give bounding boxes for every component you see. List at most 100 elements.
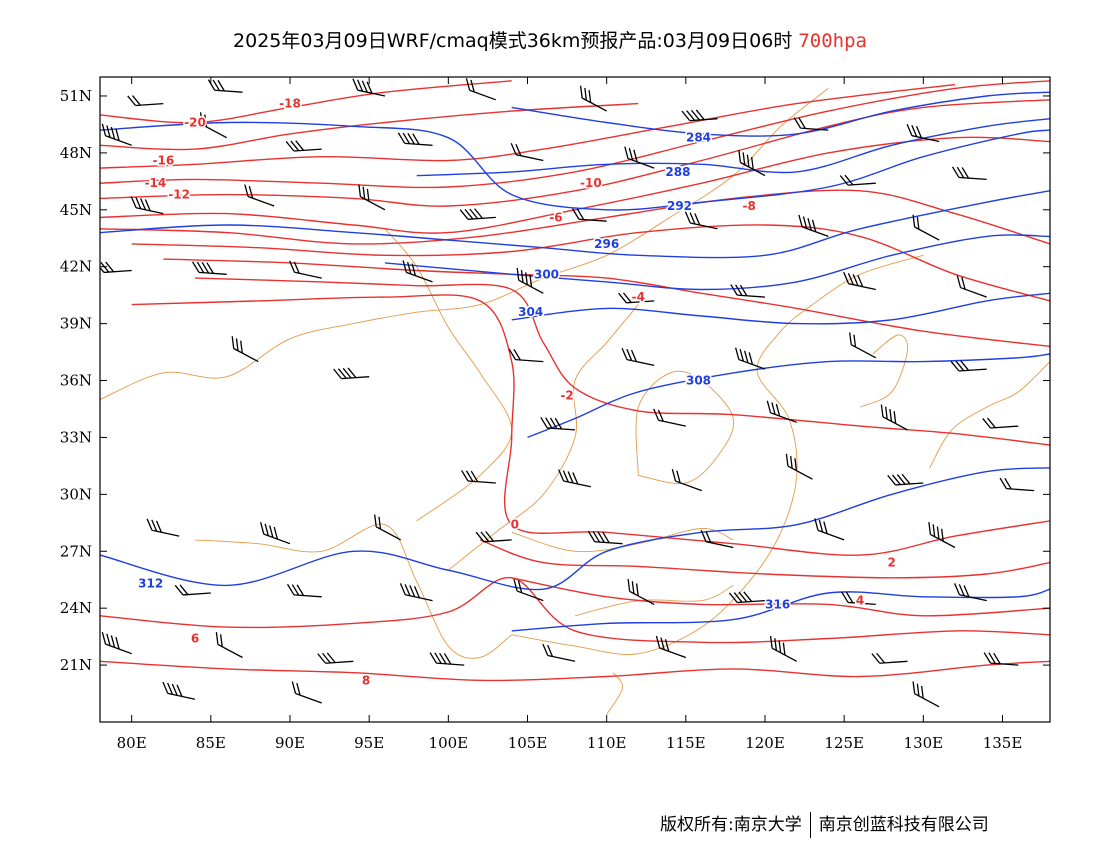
wind-barb: [671, 468, 702, 492]
geopotential-contour: [511, 292, 1050, 325]
temperature-contour-label: -18: [279, 97, 301, 111]
geopotential-contour-label: 296: [594, 237, 619, 251]
chart-title: 2025年03月09日WRF/cmaq模式36km预报产品:03月09日06时 7…: [0, 26, 1100, 53]
wind-barb: [207, 79, 243, 93]
wind-barb: [681, 109, 718, 122]
wind-barb: [459, 208, 496, 220]
border-line: [384, 228, 513, 522]
wind-barb: [738, 150, 766, 177]
geopotential-contour: [511, 588, 1050, 632]
lon-tick-label: 80E: [117, 734, 147, 752]
geopotential-contour: [100, 190, 1050, 259]
border-line: [194, 523, 512, 659]
lat-tick-label: 45N: [60, 201, 92, 219]
wind-barb: [954, 583, 987, 602]
wind-barb: [285, 140, 322, 152]
geopotential-contour-label: 292: [667, 199, 692, 213]
footer-divider: [809, 812, 811, 838]
wind-barb: [841, 591, 876, 606]
wind-barb: [618, 292, 655, 304]
temperature-contour: [100, 577, 1050, 644]
wind-barb: [843, 272, 876, 291]
lon-tick-label: 105E: [508, 734, 548, 752]
temperature-contour-label: -2: [560, 389, 573, 403]
geopotential-contour: [527, 353, 1050, 439]
temperature-contour: [100, 80, 1050, 189]
wind-barb: [798, 214, 829, 238]
geopotential-contour: [416, 118, 1050, 177]
wind-barb: [289, 260, 322, 279]
lon-tick-label: 130E: [904, 734, 944, 752]
wind-barb: [999, 477, 1035, 492]
lat-tick-label: 42N: [60, 258, 92, 276]
wind-barb: [849, 332, 877, 359]
geopotential-contour-labels: 284 288 292 296 300 304 308 312 316: [137, 129, 792, 613]
temperature-contour-label: 0: [511, 518, 519, 532]
wind-barb: [101, 632, 132, 655]
lon-tick-label: 90E: [275, 734, 305, 752]
wind-barb: [785, 453, 813, 480]
lat-tick-label: 27N: [60, 542, 92, 560]
temperature-contour-label: -6: [549, 210, 562, 224]
wind-barb: [912, 214, 940, 241]
wind-barb: [199, 112, 228, 139]
wind-barb: [571, 208, 607, 222]
wind-barb: [558, 469, 591, 488]
temperature-contour-label: -16: [152, 153, 174, 167]
border-line: [606, 672, 623, 715]
lat-tick-label: 36N: [60, 372, 92, 390]
wind-barb: [951, 166, 987, 181]
wind-barb: [624, 146, 655, 169]
longitude-axis: 80E 85E 90E 95E 100E 105E 110E 115E 120E 125E 130E…: [117, 77, 1022, 752]
wind-barb: [766, 400, 797, 423]
border-line: [511, 528, 734, 553]
lat-tick-label: 51N: [60, 87, 92, 105]
wind-barb: [101, 123, 132, 146]
chart-title-main: 2025年03月09日WRF/cmaq模式36km预报产品:03月09日06时: [233, 30, 793, 52]
temperature-contour: [131, 294, 1050, 556]
geopotential-contour-label: 304: [518, 305, 543, 319]
geopotential-contour-label: 284: [686, 131, 711, 145]
copyright-right: 南京创蓝科技有限公司: [818, 815, 989, 835]
wind-barb: [871, 652, 908, 664]
wind-barb: [653, 408, 686, 427]
wind-barb: [734, 347, 766, 370]
wind-barb: [906, 124, 940, 143]
wind-barb: [429, 652, 465, 666]
wind-barb: [146, 518, 180, 537]
wind-barb: [579, 85, 608, 112]
wind-barb: [510, 143, 544, 162]
wind-barb: [475, 531, 512, 543]
temperature-contour-label: -10: [580, 176, 602, 190]
temperature-contour: [511, 577, 1050, 617]
border-line: [635, 370, 735, 485]
lon-tick-label: 120E: [745, 734, 785, 752]
lon-tick-label: 125E: [824, 734, 864, 752]
wind-barb: [730, 284, 766, 298]
wind-barb: [684, 211, 718, 230]
temperature-contour: [100, 189, 1050, 245]
wind-barb: [402, 260, 433, 283]
lat-tick-label: 21N: [60, 656, 92, 674]
border-line: [448, 304, 639, 571]
temperature-contour: [100, 80, 512, 124]
wind-barb: [627, 578, 655, 605]
temperature-contour-label: 6: [191, 632, 199, 646]
lat-tick-label: 24N: [60, 599, 92, 617]
copyright-footer: 版权所有:南京大学 南京创蓝科技有限公司: [660, 810, 989, 838]
wind-barb: [983, 652, 1019, 666]
wind-barb: [814, 518, 845, 541]
wind-barb: [231, 336, 259, 363]
geopotential-contour-label: 300: [534, 267, 559, 281]
temperature-contour: [479, 539, 1050, 579]
temperature-contour: [131, 224, 1050, 302]
geopotential-contours: [100, 91, 1050, 632]
wind-barb: [162, 681, 196, 700]
wind-barb: [191, 261, 227, 275]
wind-barb: [358, 184, 386, 211]
temperature-contour-label: -20: [184, 116, 206, 130]
border-line: [929, 361, 1050, 469]
lat-tick-label: 30N: [60, 485, 92, 503]
border-line: [574, 584, 734, 617]
